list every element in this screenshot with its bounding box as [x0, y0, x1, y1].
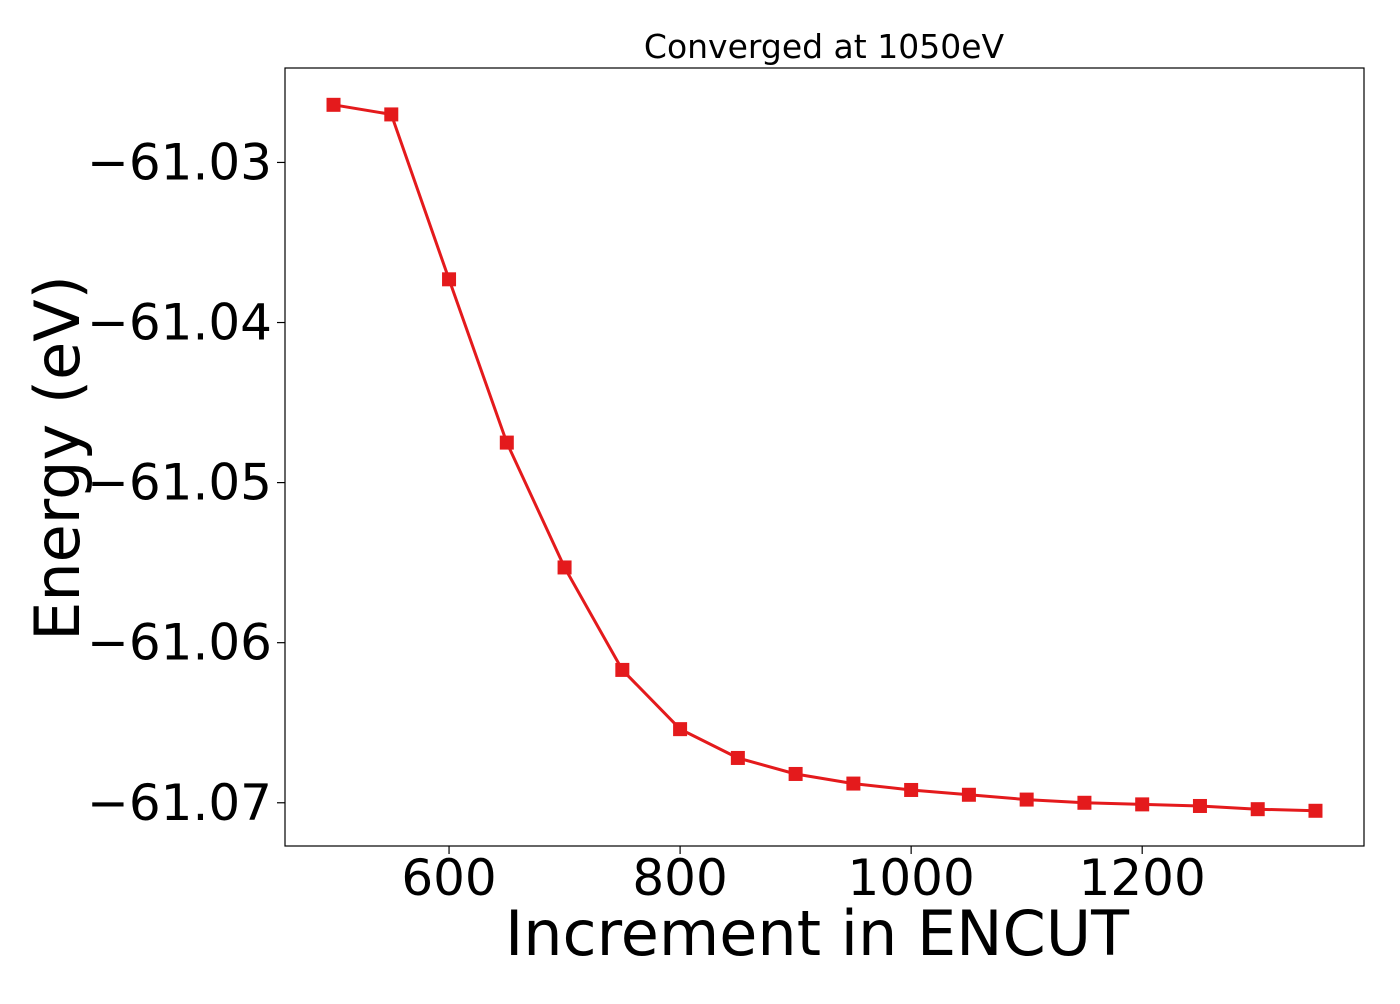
- data-point-marker: [846, 776, 861, 791]
- chart-title: Converged at 1050eV: [644, 27, 1005, 66]
- data-point-marker: [730, 750, 745, 765]
- data-point-marker: [557, 560, 572, 575]
- data-point-marker: [1019, 792, 1034, 807]
- x-tick-label: 800: [632, 849, 727, 907]
- y-tick-label: −61.07: [87, 774, 272, 832]
- data-point-marker: [615, 662, 630, 677]
- x-tick-label: 1000: [848, 849, 975, 907]
- y-axis-ticks: −61.03 −61.04 −61.05 −61.06 −61.07: [87, 133, 285, 832]
- x-tick-label: 1200: [1079, 849, 1206, 907]
- data-point-marker: [384, 107, 399, 122]
- data-point-marker: [904, 782, 919, 797]
- data-point-marker: [673, 722, 688, 737]
- series-layer: [326, 97, 1323, 818]
- series-line: [333, 103, 1316, 813]
- data-point-marker: [1308, 803, 1323, 818]
- data-point-marker: [499, 435, 514, 450]
- x-axis-ticks: 600 800 1000 1200: [401, 846, 1206, 907]
- plot-area-frame: [284, 67, 1365, 847]
- y-tick-label: −61.06: [87, 614, 272, 672]
- y-tick-label: −61.04: [87, 294, 272, 352]
- data-point-marker: [1192, 798, 1207, 813]
- x-tick-label: 600: [401, 849, 496, 907]
- data-point-marker: [326, 97, 341, 112]
- data-point-marker: [961, 787, 976, 802]
- data-point-marker: [1135, 797, 1150, 812]
- y-tick-label: −61.03: [87, 133, 272, 191]
- y-axis-label: Energy (eV): [21, 275, 94, 641]
- data-point-marker: [1077, 795, 1092, 810]
- y-tick-label: −61.05: [87, 454, 272, 512]
- data-point-marker: [442, 272, 457, 287]
- x-axis-label: Increment in ENCUT: [505, 897, 1130, 970]
- data-point-marker: [1250, 802, 1265, 817]
- data-point-marker: [788, 766, 803, 781]
